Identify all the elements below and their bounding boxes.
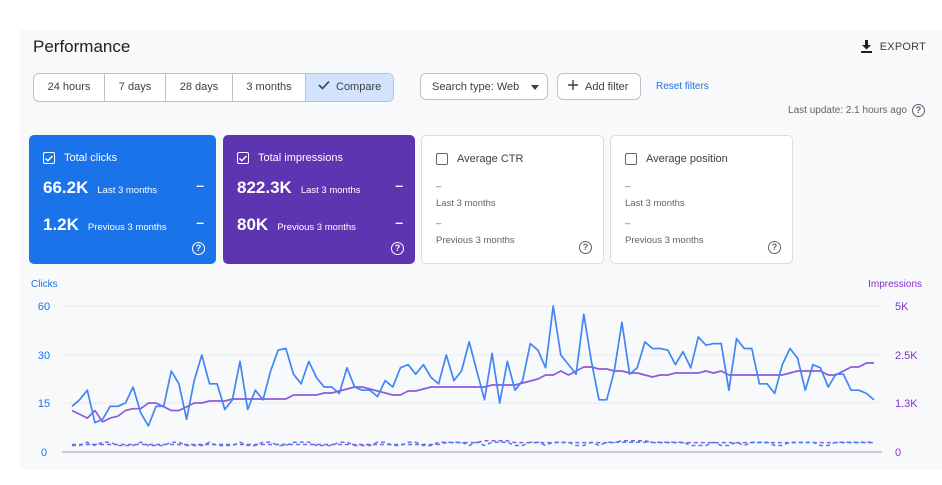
current-label: Last 3 months [625, 198, 685, 209]
card-title: Total clicks [64, 152, 118, 164]
help-icon[interactable]: ? [192, 242, 205, 255]
average-position-card[interactable]: Average position – Last 3 months – Previ… [610, 135, 793, 264]
right-axis-title: Impressions [868, 279, 922, 290]
add-filter-button[interactable]: Add filter [557, 73, 641, 100]
search-type-label: Search type: Web [432, 80, 520, 93]
caret-down-icon [531, 81, 540, 93]
performance-chart[interactable]: Clicks Impressions 60 30 15 0 5K 2.5K 1.3K 0 [0, 270, 942, 470]
range-compare-label: Compare [336, 81, 382, 93]
last-update-text: Last update: 2.1 hours ago [788, 105, 907, 116]
previous-delta: – [395, 214, 403, 230]
axis-ticks: 60 30 15 0 5K 2.5K 1.3K 0 [38, 301, 918, 459]
total-clicks-card[interactable]: Total clicks 66.2K Last 3 months – 1.2K … [29, 135, 216, 264]
check-icon [318, 74, 330, 101]
right-tick-label: 0 [895, 447, 901, 459]
help-icon[interactable]: ? [768, 241, 781, 254]
range-3-months[interactable]: 3 months [233, 74, 306, 101]
help-icon[interactable]: ? [579, 241, 592, 254]
previous-label: Previous 3 months [277, 222, 356, 233]
plus-icon [568, 80, 578, 93]
range-7-days[interactable]: 7 days [105, 74, 166, 101]
export-label: EXPORT [879, 40, 926, 53]
total-impressions-card[interactable]: Total impressions 822.3K Last 3 months –… [223, 135, 415, 264]
previous-label: Previous 3 months [625, 235, 704, 246]
previous-value: 1.2K [43, 215, 79, 234]
series-line [71, 362, 874, 423]
page-title: Performance [33, 37, 131, 56]
range-24-hours[interactable]: 24 hours [34, 74, 105, 101]
help-icon[interactable]: ? [391, 242, 404, 255]
date-range-selector: 24 hours 7 days 28 days 3 months Compare [33, 73, 395, 102]
current-value: – [436, 181, 442, 192]
card-title: Total impressions [258, 152, 343, 164]
card-title: Average position [646, 153, 728, 165]
current-label: Last 3 months [436, 198, 496, 209]
previous-delta: – [196, 214, 204, 230]
search-type-dropdown[interactable]: Search type: Web [420, 73, 548, 100]
checkbox-checked-icon[interactable] [43, 152, 55, 164]
right-tick-label: 2.5K [895, 350, 918, 362]
card-title: Average CTR [457, 153, 524, 165]
current-delta: – [196, 177, 204, 193]
add-filter-label: Add filter [585, 80, 629, 93]
previous-label: Previous 3 months [436, 235, 515, 246]
right-tick-label: 5K [895, 301, 909, 313]
previous-value: – [625, 218, 631, 229]
left-tick-label: 15 [38, 398, 50, 410]
left-tick-label: 60 [38, 301, 50, 313]
series-line [72, 441, 874, 447]
checkbox-unchecked-icon[interactable] [625, 153, 637, 165]
previous-value: 80K [237, 215, 269, 234]
range-compare[interactable]: Compare [306, 74, 394, 101]
chart-series [71, 305, 875, 447]
left-axis-title: Clicks [31, 279, 58, 290]
right-tick-label: 1.3K [895, 398, 918, 410]
current-value: 66.2K [43, 178, 89, 197]
current-value: – [625, 181, 631, 192]
left-tick-label: 0 [41, 447, 47, 459]
help-icon[interactable]: ? [912, 104, 925, 117]
left-tick-label: 30 [38, 350, 50, 362]
range-28-days[interactable]: 28 days [166, 74, 233, 101]
reset-filters-link[interactable]: Reset filters [656, 81, 709, 92]
average-ctr-card[interactable]: Average CTR – Last 3 months – Previous 3… [421, 135, 604, 264]
series-line [71, 305, 875, 427]
checkbox-checked-icon[interactable] [237, 152, 249, 164]
checkbox-unchecked-icon[interactable] [436, 153, 448, 165]
current-label: Last 3 months [300, 185, 361, 196]
last-update-status: Last update: 2.1 hours ago ? [788, 104, 925, 117]
series-line [72, 439, 874, 446]
previous-label: Previous 3 months [87, 222, 167, 233]
current-value: 822.3K [237, 178, 292, 197]
current-delta: – [395, 177, 403, 193]
download-icon [860, 40, 872, 53]
export-button[interactable]: EXPORT [860, 40, 926, 53]
current-label: Last 3 months [97, 185, 158, 196]
previous-value: – [436, 218, 442, 229]
